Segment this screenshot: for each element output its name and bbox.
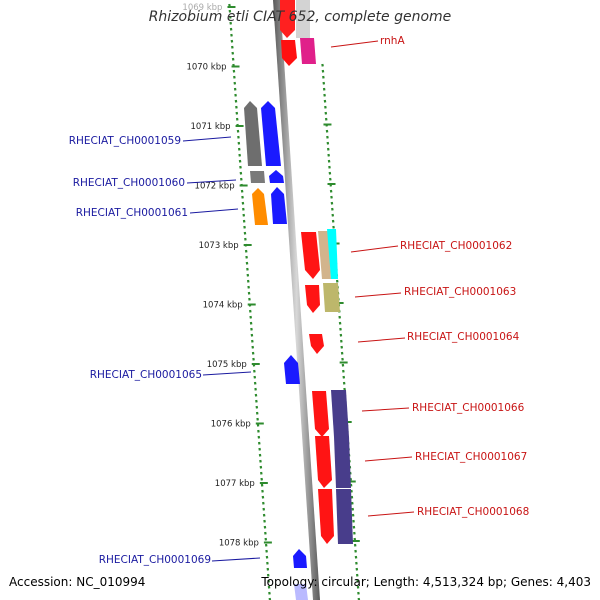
callout-line-right [361, 407, 410, 412]
callout-line-right [330, 40, 379, 48]
topology-label: Topology: circular; Length: 4,513,324 bp… [261, 575, 591, 589]
gene-label-right[interactable]: RHECIAT_CH0001064 [407, 331, 520, 343]
gene-1059-blue [261, 101, 281, 166]
tick-label: 1071 kbp [191, 122, 231, 132]
callout-line-left [189, 208, 239, 214]
map-title: Rhizobium etli CIAT 652, complete genome [148, 9, 452, 25]
gene-label-left[interactable]: RHECIAT_CH0001059 [69, 135, 181, 147]
gene-1067-red [315, 436, 332, 488]
gene-1065-blue [284, 355, 300, 384]
gene-label-right[interactable]: RHECIAT_CH0001068 [417, 506, 529, 518]
gene-label-right[interactable]: RHECIAT_CH0001062 [400, 240, 512, 252]
tick-label: 1069 kbp [182, 3, 222, 13]
tick-label: 1077 kbp [215, 479, 255, 489]
gene-1061-orange [252, 188, 268, 225]
gene-1066-purple [331, 390, 349, 437]
gene-rnhA-block [300, 38, 316, 64]
gene-1062-cyan [327, 229, 338, 279]
gene-1062-red [301, 232, 320, 279]
callout-line-right [367, 511, 415, 517]
callout-line-left [211, 557, 261, 562]
callout-line-right [350, 245, 399, 253]
callout-line-left [202, 371, 252, 376]
callout-line-right [354, 292, 402, 298]
gene-1060-blue [269, 170, 284, 183]
gene-1068-red [318, 489, 334, 544]
gene-label-right[interactable]: RHECIAT_CH0001066 [412, 402, 525, 414]
gene-label-left[interactable]: RHECIAT_CH0001061 [76, 207, 188, 219]
tick-label: 1076 kbp [211, 420, 251, 430]
gene-1062-tan [318, 231, 331, 279]
gene-1069-blue-faint [294, 584, 308, 600]
gene-1063-khaki [323, 283, 340, 312]
tick-track-left: 1069 kbp 1070 kbp 1071 kbp 1072 kbp 1073 kbp… [182, 3, 272, 600]
gene-1069-blue [293, 549, 307, 568]
gene-1066-red [312, 391, 329, 437]
gene-1060-grey [250, 171, 265, 183]
gene-label-left[interactable]: RHECIAT_CH0001060 [73, 177, 185, 189]
gene-label-left[interactable]: RHECIAT_CH0001065 [90, 369, 202, 381]
gene-rnhA-arrow [281, 40, 297, 66]
gene-1059-grey [244, 101, 262, 166]
gene-1067-purple [334, 437, 351, 488]
gene-1061-blue [271, 187, 287, 224]
label-callouts: RHECIAT_CH0001059 RHECIAT_CH0001060 RHECIA… [69, 35, 530, 566]
tick-label: 1072 kbp [195, 182, 235, 192]
tick-label: 1073 kbp [199, 241, 239, 251]
gene-1068-purple [336, 489, 353, 544]
feature-track [244, 0, 353, 600]
tick-label: 1078 kbp [219, 539, 259, 549]
callout-line-left [182, 136, 232, 142]
gene-label-right[interactable]: rnhA [380, 35, 405, 47]
gene-1064-red [309, 334, 324, 354]
gene-label-left[interactable]: RHECIAT_CH0001069 [99, 554, 211, 566]
gene-label-right[interactable]: RHECIAT_CH0001067 [415, 451, 527, 463]
callout-line-left [186, 179, 237, 184]
tick-label: 1074 kbp [203, 301, 243, 311]
accession-label: Accession: NC_010994 [9, 575, 146, 589]
genome-backbone [273, 0, 320, 600]
gene-1063-red [305, 285, 320, 313]
gene-block-light-grey [296, 0, 310, 38]
gene-label-right[interactable]: RHECIAT_CH0001063 [404, 286, 516, 298]
gene-block-red [280, 0, 295, 38]
callout-line-right [357, 337, 406, 343]
callout-line-right [364, 456, 413, 462]
tick-label: 1075 kbp [207, 360, 247, 370]
tick-label: 1070 kbp [186, 63, 226, 73]
